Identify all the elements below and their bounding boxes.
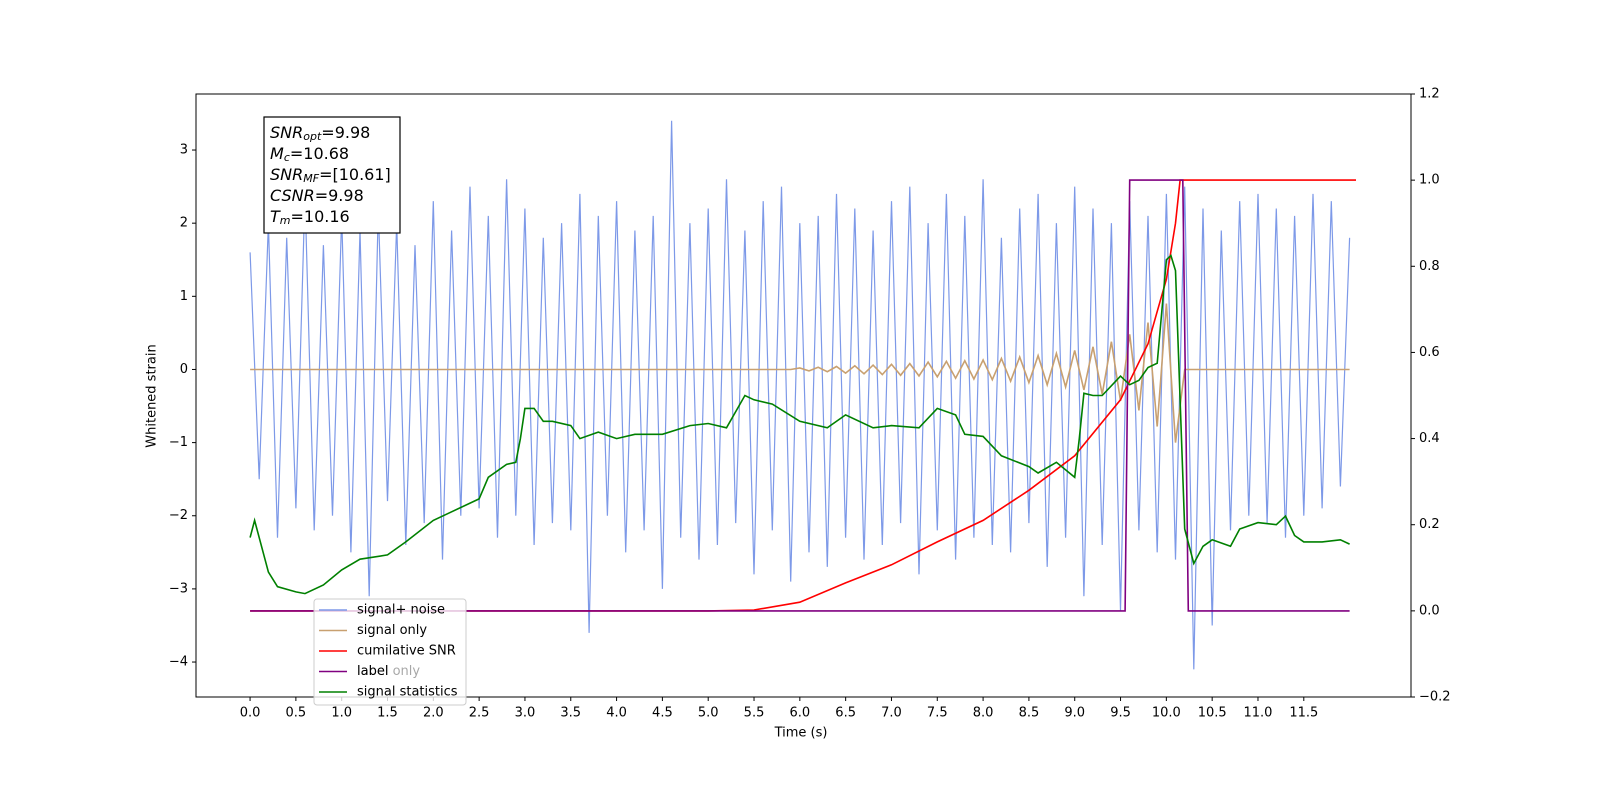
x-tick-label: 3.5 <box>560 706 581 721</box>
legend-box <box>313 598 467 706</box>
series-line <box>249 120 1351 670</box>
x-tick-label: 5.5 <box>744 706 765 721</box>
stats-name: T <box>270 207 281 226</box>
x-tick-label: 10.5 <box>1198 706 1227 721</box>
y-tick-label: 2 <box>180 216 188 231</box>
x-tick-label: 9.5 <box>1110 706 1131 721</box>
y-axis-label: Whitened strain <box>145 344 160 447</box>
legend-label: signal statistics <box>357 685 458 700</box>
legend-label: label only <box>357 664 420 679</box>
x-tick-label: 0.5 <box>286 706 307 721</box>
stats-value: =10.16 <box>291 207 350 226</box>
y-tick-label: −4 <box>169 655 188 670</box>
y2-tick-label: 0.8 <box>1419 259 1440 274</box>
y2-tick-label: −0.2 <box>1419 690 1451 705</box>
legend-label: signal only <box>357 623 427 638</box>
y2-tick-label: 1.2 <box>1419 87 1440 102</box>
x-tick-label: 11.0 <box>1244 706 1273 721</box>
stats-value: =9.98 <box>321 123 370 142</box>
y-tick-label: 1 <box>180 289 188 304</box>
series-line <box>250 179 1350 612</box>
y-tick-label: 3 <box>180 143 188 158</box>
y-tick-label: −3 <box>169 581 188 596</box>
stats-sub: opt <box>303 130 322 143</box>
legend-label: label <box>357 664 388 679</box>
x-tick-label: 2.5 <box>469 706 490 721</box>
x-tick-label: 4.5 <box>652 706 673 721</box>
stats-name: CSNR <box>270 186 315 205</box>
stats-sub: m <box>280 214 291 227</box>
x-tick-label: 10.0 <box>1152 706 1181 721</box>
plot-frame <box>195 93 1412 698</box>
x-tick-label: 0.0 <box>240 706 261 721</box>
stats-name: SNR <box>270 165 303 184</box>
stats-sub: c <box>284 151 290 164</box>
y-tick-label: 0 <box>180 362 188 377</box>
y-tick-label: −1 <box>169 435 188 450</box>
y2-tick-label: 1.0 <box>1419 173 1440 188</box>
y2-tick-label: 0.4 <box>1419 431 1440 446</box>
x-tick-label: 6.0 <box>789 706 810 721</box>
x-tick-label: 7.0 <box>881 706 902 721</box>
x-tick-label: 1.5 <box>377 706 398 721</box>
series-line <box>250 303 1350 443</box>
x-tick-label: 7.5 <box>927 706 948 721</box>
x-tick-label: 9.0 <box>1064 706 1085 721</box>
series-line <box>249 254 1350 595</box>
y2-tick-label: 0.6 <box>1419 345 1440 360</box>
y2-tick-label: 0.2 <box>1419 517 1440 532</box>
x-tick-label: 4.0 <box>606 706 627 721</box>
series-line <box>250 179 1356 612</box>
y-tick-label: −2 <box>169 508 188 523</box>
stats-value: =9.98 <box>315 186 364 205</box>
x-tick-label: 8.0 <box>973 706 994 721</box>
x-axis-label: Time (s) <box>774 726 828 741</box>
stats-sub: MF <box>303 172 319 185</box>
stats-value: =10.68 <box>290 144 349 163</box>
x-tick-label: 2.0 <box>423 706 444 721</box>
stats-line: SNRopt=9.98 <box>270 123 370 144</box>
x-tick-label: 5.0 <box>698 706 719 721</box>
x-tick-label: 6.5 <box>835 706 856 721</box>
x-tick-label: 1.0 <box>331 706 352 721</box>
stats-line: Tm=10.16 <box>270 207 350 228</box>
stats-value: =[10.61] <box>319 165 391 184</box>
stats-name: SNR <box>270 123 303 142</box>
stats-line: CSNR=9.98 <box>270 186 364 205</box>
legend-label: cumilative SNR <box>357 644 456 659</box>
x-tick-label: 11.5 <box>1289 706 1318 721</box>
x-tick-label: 3.0 <box>515 706 536 721</box>
stats-name: M <box>270 144 284 163</box>
x-tick-label: 8.5 <box>1019 706 1040 721</box>
y2-tick-label: 0.0 <box>1419 603 1440 618</box>
stats-line: SNRMF=[10.61] <box>270 165 391 186</box>
stats-line: Mc=10.68 <box>270 144 349 165</box>
stats-box <box>263 116 401 234</box>
legend-label: signal+ noise <box>357 603 445 618</box>
